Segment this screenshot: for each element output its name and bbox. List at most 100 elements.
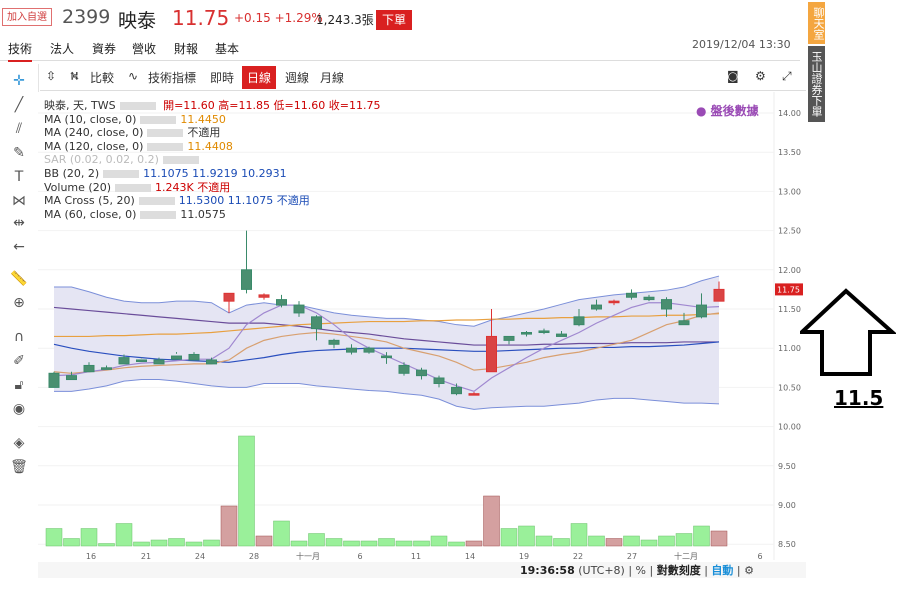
legend-bb: BB (20, 2) 11.1075 11.9219 10.2931 (44, 166, 287, 180)
gear-icon[interactable]: ⚙ (755, 69, 766, 83)
volume-bar (255, 535, 273, 547)
candle-body (416, 369, 427, 377)
bb-upper-line (54, 275, 720, 327)
trash-icon[interactable]: 🗑︎ (10, 459, 28, 475)
ruler-icon[interactable]: 📏 (10, 271, 28, 287)
magnet-icon[interactable]: ∩ (13, 329, 25, 345)
volume-bar (675, 533, 693, 547)
volume-bar (290, 540, 308, 547)
volume-bar (150, 539, 168, 547)
stock-name: 映泰 (118, 10, 157, 32)
volume-bar (570, 523, 588, 547)
camera-icon[interactable]: ◙ (727, 69, 739, 83)
price-chart[interactable]: 14.00 13.50 13.00 12.50 12.00 11.50 11.00 10.50… (38, 92, 806, 578)
layers-icon[interactable]: ◈ (13, 435, 25, 451)
weekly-button[interactable]: 週線 (285, 71, 310, 85)
bb-lower-line (54, 379, 720, 410)
candle-body (381, 355, 392, 359)
volume-bar (483, 495, 500, 547)
x-tick-label: 28 (249, 552, 259, 561)
y-tick-label: 9.00 (778, 501, 796, 510)
volume-bar (430, 535, 448, 547)
stock-code: 2399 (62, 6, 111, 28)
y-tick-label: 14.00 (778, 109, 801, 118)
candle-body (223, 292, 235, 302)
back-arrow-icon[interactable]: ← (13, 239, 25, 255)
legend-macross: MA Cross (5, 20) 11.5300 11.1075 不適用 (44, 194, 310, 208)
prediction-icon[interactable]: ⇹ (13, 215, 25, 231)
tab-revenue[interactable]: 營收 (132, 42, 157, 56)
chat-room-button[interactable]: 聊天室 (808, 2, 825, 44)
compare-icon[interactable]: ⛕ (70, 69, 79, 83)
esun-order-button[interactable]: 玉山證券下單 (808, 46, 825, 122)
x-tick-label: 21 (141, 552, 151, 561)
candle-body (713, 288, 725, 302)
text-icon[interactable]: T (14, 169, 24, 185)
y-tick-label: 10.00 (778, 423, 801, 432)
candle-body (591, 304, 602, 310)
daily-button[interactable]: 日線 (242, 66, 277, 89)
candle-body (398, 364, 410, 374)
candle-body (626, 292, 637, 298)
intraday-button[interactable]: 即時 (210, 71, 235, 85)
volume-bar (553, 538, 570, 547)
y-tick-label: 13.50 (778, 148, 801, 157)
indicator-icon[interactable]: ∿ (128, 69, 139, 83)
fibonacci-icon[interactable]: ⫽ (15, 121, 23, 137)
candle-body (521, 332, 532, 335)
y-tick-label: 11.00 (778, 344, 801, 353)
candle-body (206, 359, 217, 365)
volume-bar (273, 520, 290, 547)
volume-bar (710, 530, 728, 547)
brush-icon[interactable]: ✎ (13, 145, 25, 161)
y-tick-label: 12.00 (778, 266, 801, 275)
tab-basic[interactable]: 基本 (215, 42, 240, 56)
timezone: (UTC+8) (578, 564, 625, 577)
candle-body (643, 296, 655, 301)
volume-text: 1,243.3張 (316, 13, 374, 27)
trendline-icon[interactable]: ╱ (14, 97, 24, 113)
legend-volume: Volume (20) 1.243K 不適用 (44, 180, 231, 194)
candle-body (608, 300, 620, 304)
candle-body (678, 320, 690, 326)
candle-type-icon[interactable]: ⇳ (46, 69, 57, 83)
candle-body (171, 355, 182, 360)
volume-bar (378, 538, 395, 547)
annotation-label: 11.5 (834, 386, 884, 410)
ma-purple-line (53, 306, 719, 346)
crosshair-icon[interactable]: ✛ (13, 73, 25, 89)
log-scale-toggle[interactable]: 對數刻度 (656, 564, 701, 577)
percent-toggle[interactable]: % (635, 564, 646, 577)
volume-bar (238, 435, 255, 547)
lock-icon[interactable]: 🔓︎ (14, 377, 24, 393)
compare-button[interactable]: 比較 (90, 71, 115, 85)
auto-scale-toggle[interactable]: 自動 (711, 564, 734, 577)
lock-drawing-icon[interactable]: ✐ (13, 353, 25, 369)
tab-margin[interactable]: 資券 (92, 42, 117, 56)
tab-technical[interactable]: 技術 (8, 40, 33, 62)
candle-body (538, 330, 550, 334)
stock-price: 11.75 (172, 6, 230, 30)
volume-bar (605, 538, 623, 547)
volume-bar (640, 539, 658, 547)
pattern-icon[interactable]: ⋈ (12, 193, 26, 209)
x-tick-label: 22 (573, 552, 583, 561)
indicators-button[interactable]: 技術指標 (148, 71, 197, 85)
volume-bar (448, 541, 465, 547)
volume-bar (465, 540, 483, 547)
eye-icon[interactable]: ◉ (12, 401, 26, 417)
tab-institutional[interactable]: 法人 (50, 42, 75, 56)
bollinger-band (54, 276, 719, 410)
volume-bar (63, 538, 80, 547)
add-watchlist-button[interactable]: 加入自選 (2, 8, 52, 26)
candle-body (486, 335, 497, 373)
tab-financials[interactable]: 財報 (174, 42, 199, 56)
legend-ma60: MA (60, close, 0) 11.0575 (44, 207, 226, 221)
fullscreen-icon[interactable]: ⤢ (782, 69, 792, 83)
monthly-button[interactable]: 月線 (320, 71, 345, 85)
order-button[interactable]: 下單 (376, 10, 412, 30)
x-tick-label: 11 (411, 552, 421, 561)
settings-icon[interactable]: ⚙ (744, 564, 754, 577)
zoom-icon[interactable]: ⊕ (13, 295, 25, 311)
price-change: +0.15 +1.29% (234, 11, 323, 25)
